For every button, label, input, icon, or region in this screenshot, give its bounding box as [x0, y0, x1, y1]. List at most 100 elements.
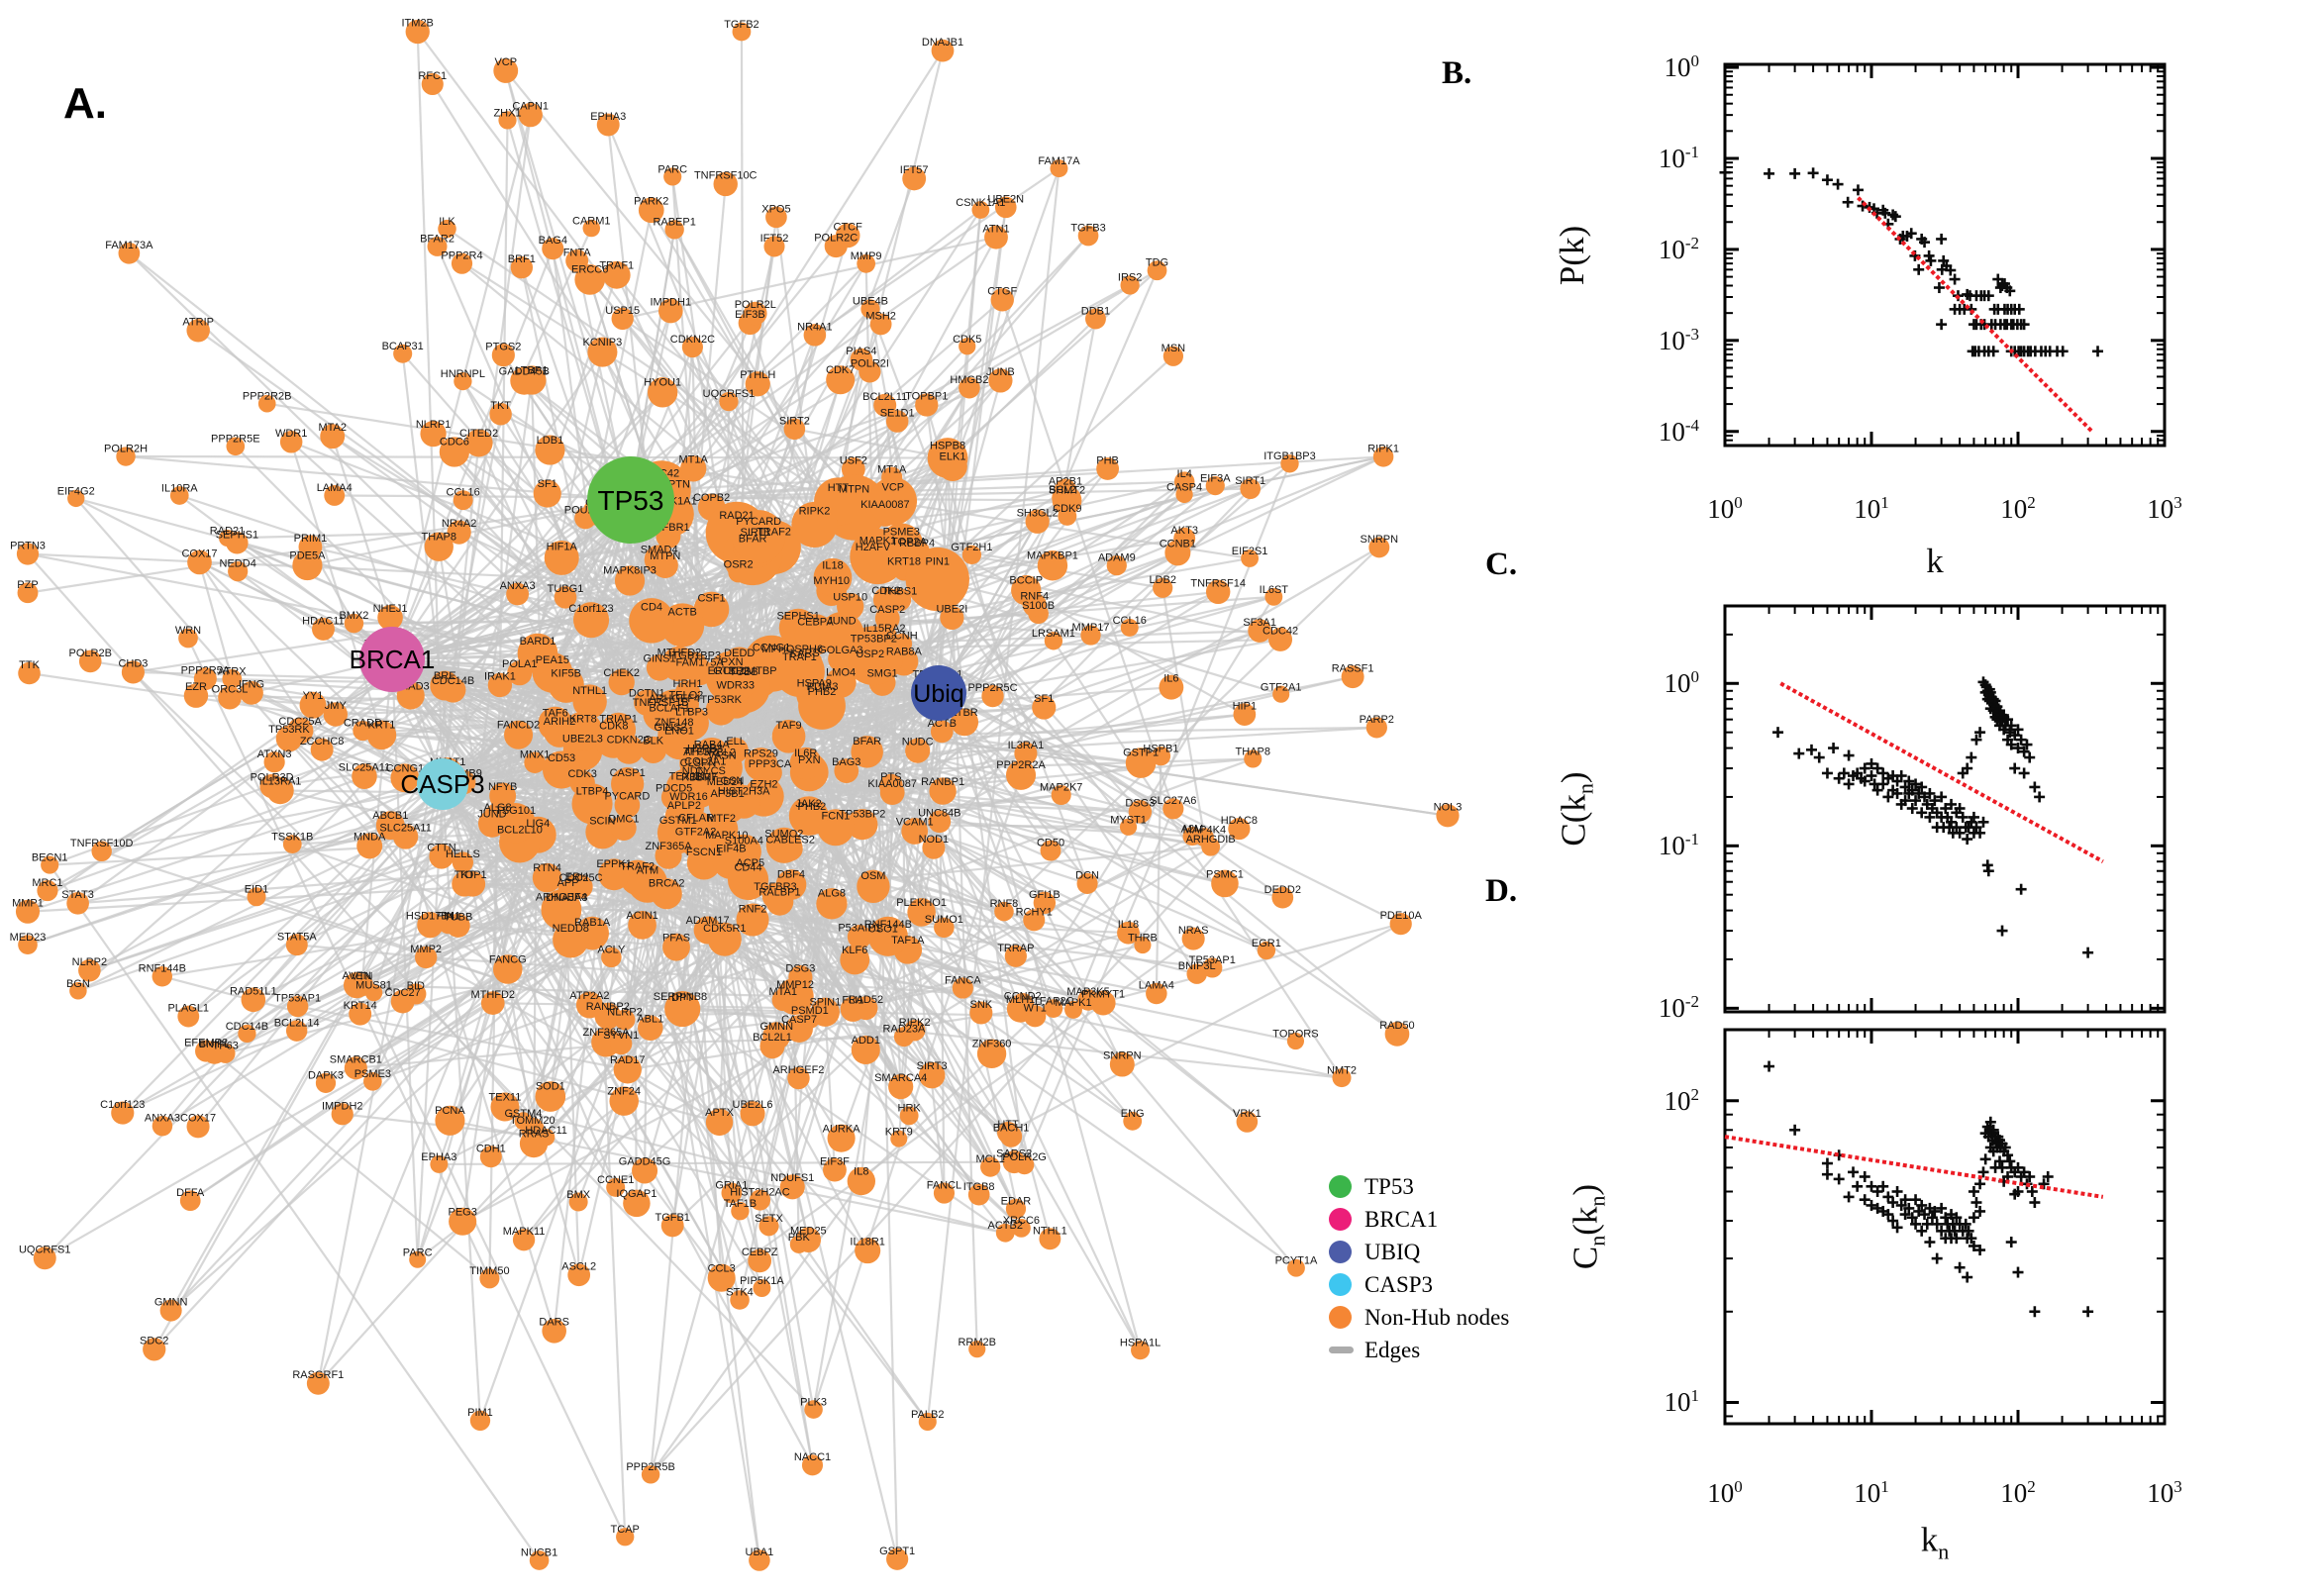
network-node	[1077, 225, 1099, 247]
network-node-label: FANCA	[945, 974, 981, 986]
network-node-label: IL13RA1	[259, 775, 302, 787]
network-node	[553, 922, 589, 958]
network-node	[1280, 454, 1299, 473]
network-node	[532, 862, 562, 893]
network-node-label: CDK9	[1053, 503, 1081, 515]
network-node-label: RRAS	[519, 1129, 550, 1141]
y-tick-label-b: 10-2	[1658, 233, 1699, 264]
network-node-label: TP63	[213, 1040, 239, 1051]
y-tick-label-b: 10-3	[1658, 324, 1699, 355]
network-node-label: NDUFS1	[770, 1172, 814, 1184]
network-node	[1268, 627, 1293, 651]
network-node	[569, 769, 595, 796]
network-node	[994, 196, 1017, 219]
network-node	[879, 523, 924, 567]
network-node	[740, 1101, 765, 1127]
network-node	[899, 1106, 919, 1126]
network-node-label: ACTB2	[987, 1220, 1022, 1232]
network-node-label: CDC14B	[432, 675, 474, 687]
network-node	[193, 667, 217, 691]
network-node-label: PARC	[657, 163, 687, 175]
network-node-label: BRF1	[508, 253, 536, 265]
network-node	[799, 1008, 821, 1029]
legend-item-non-hub-nodes: Non-Hub nodes	[1329, 1301, 1509, 1334]
network-node-label: CDK3	[568, 768, 597, 780]
network-node-label: TP53BP2	[839, 809, 885, 821]
x-tick-label-b: 101	[1854, 493, 1889, 524]
network-node-label: IRS2	[1118, 272, 1142, 284]
network-node	[850, 348, 873, 371]
network-node-label: TAF1B	[724, 1198, 757, 1210]
network-node-label: RRM2B	[958, 1337, 996, 1348]
network-node-label: KLF6	[842, 945, 867, 956]
network-legend: TP53 BRCA1 UBIQ CASP3 Non-Hub nodes Edges	[1329, 1170, 1509, 1366]
network-node-label: RABEP1	[653, 217, 695, 229]
network-node-label: RBL2	[709, 747, 737, 758]
network-node-label: HIF1A	[547, 542, 578, 553]
network-node-label: ZNF365A	[646, 841, 693, 852]
network-node-label: BAG3	[832, 756, 860, 768]
network-node-label: WT1	[1024, 1002, 1047, 1014]
network-node-label: HELLS	[446, 848, 480, 860]
network-node	[749, 1189, 771, 1211]
network-node-label: RAD52	[849, 994, 883, 1006]
network-node	[519, 1129, 549, 1158]
network-node-label: CASP4	[1166, 482, 1202, 494]
network-node-label: ASCL2	[561, 1261, 596, 1273]
network-node-label: LTBP4	[576, 786, 609, 798]
network-node-label: HIST2H2AC	[730, 1186, 790, 1198]
network-node-label: A2M	[1181, 823, 1204, 835]
network-node	[1064, 1000, 1082, 1019]
network-node	[41, 855, 59, 874]
network-node	[1119, 818, 1138, 836]
network-node	[1175, 485, 1193, 504]
network-node-label: JAK2	[795, 798, 821, 810]
network-node-label: CTCF	[834, 221, 863, 233]
network-node	[834, 758, 859, 783]
network-node-label: POLR2G	[1002, 1151, 1047, 1163]
network-node	[544, 540, 579, 575]
network-node-label: BCL2	[1049, 484, 1076, 496]
network-node	[791, 501, 838, 548]
network-node-label: MNDA	[354, 832, 386, 844]
network-node-label: TEX11	[489, 1091, 522, 1103]
network-node	[988, 368, 1013, 393]
network-node-label: ATP2A2	[569, 990, 609, 1002]
network-node-label: USF2	[840, 455, 867, 467]
network-node	[1032, 695, 1057, 720]
network-node	[91, 841, 112, 861]
network-node	[535, 435, 565, 465]
network-node	[969, 1001, 993, 1025]
network-node-label: BCCIP	[1009, 574, 1043, 586]
network-node-label: CABLES2	[765, 834, 815, 846]
network-node-label: WDR1	[275, 428, 307, 440]
network-node	[874, 606, 900, 632]
network-node	[627, 862, 667, 903]
network-node-label: TP53BP2	[851, 634, 897, 646]
network-node-label: GSTM4	[505, 1108, 543, 1120]
hub-node-brca1: BRCA1	[350, 627, 435, 692]
network-node	[1120, 275, 1140, 295]
network-node	[257, 394, 276, 413]
network-node-label: TIMM50	[469, 1265, 509, 1277]
network-node	[901, 818, 929, 845]
network-node	[69, 981, 87, 1000]
network-node-label: IL18	[822, 560, 843, 572]
network-node-label: CDK8	[599, 721, 628, 733]
network-node-label: MAPK10	[705, 830, 748, 842]
network-node-label: RAB1A	[574, 917, 611, 929]
y-tick-label-c: 100	[1664, 667, 1700, 699]
network-node-label: BGN	[66, 978, 90, 990]
network-node-label: NLRP1	[416, 419, 451, 431]
network-node	[409, 1250, 427, 1268]
network-node-label: IMPDH1	[651, 296, 692, 308]
network-node	[1044, 632, 1063, 650]
network-node	[121, 660, 145, 684]
network-node-label: TUBB	[444, 911, 472, 923]
network-node	[417, 912, 444, 939]
network-node-label: UBE2L6	[733, 1099, 773, 1111]
network-node	[705, 650, 758, 704]
network-node-label: CEBPA	[797, 617, 834, 629]
network-node	[263, 751, 285, 773]
